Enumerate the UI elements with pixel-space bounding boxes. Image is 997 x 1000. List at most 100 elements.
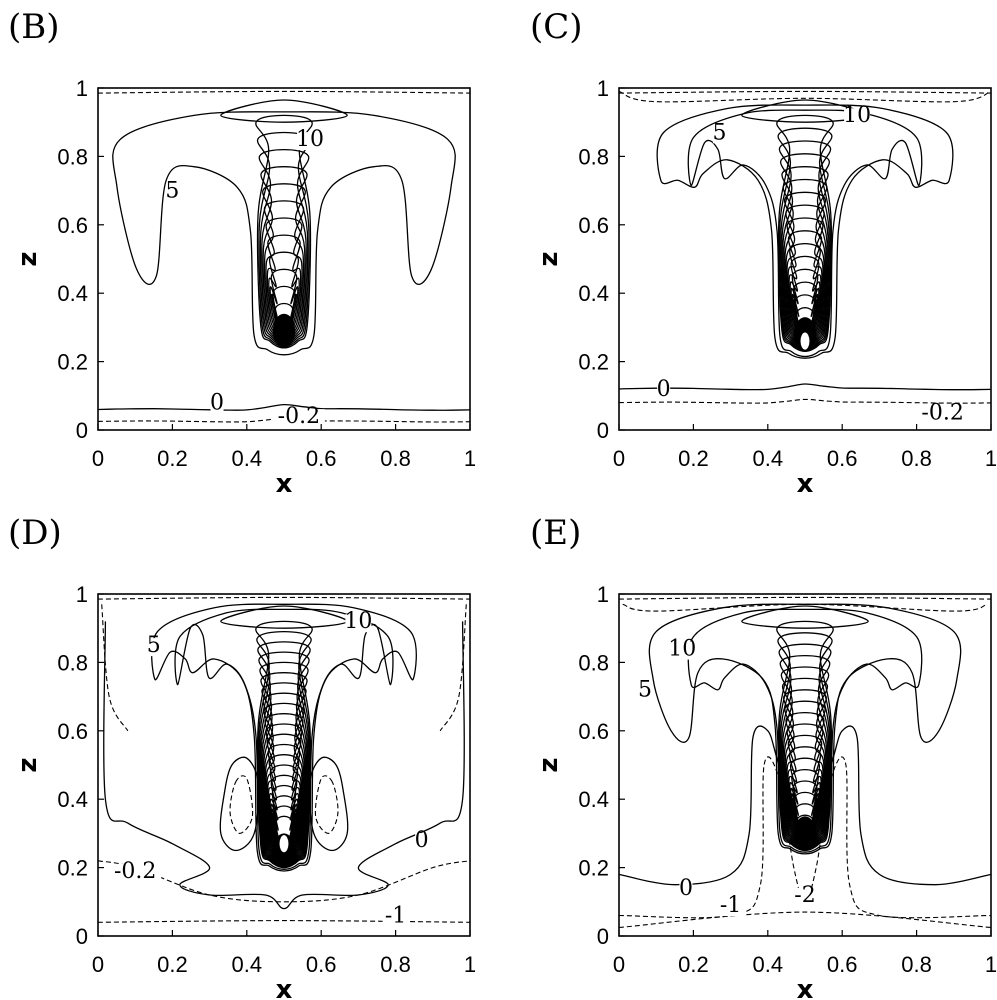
contour-line bbox=[97, 403, 471, 411]
contour-line bbox=[219, 756, 260, 852]
contour-label-bg bbox=[669, 641, 696, 660]
y-tick-label: 0 bbox=[597, 924, 609, 949]
contour-label-bg bbox=[844, 108, 871, 127]
contour-label: 0 bbox=[657, 377, 671, 402]
contour-line bbox=[780, 153, 830, 349]
contour-label: -0.2 bbox=[921, 401, 963, 426]
contour-line bbox=[778, 140, 832, 350]
y-tick-label: 0.8 bbox=[578, 144, 609, 169]
y-tick-label: 0.8 bbox=[578, 650, 609, 675]
panel-label: (B) bbox=[8, 7, 60, 47]
contour-label: 5 bbox=[147, 633, 161, 658]
x-tick-label: 0.4 bbox=[753, 446, 784, 471]
contour-line bbox=[622, 603, 988, 612]
y-tick-label: 0.6 bbox=[578, 213, 609, 238]
contour-line bbox=[97, 90, 471, 94]
contour-line bbox=[782, 178, 828, 347]
y-tick-label: 1 bbox=[76, 76, 88, 101]
plume-core-hole bbox=[279, 835, 289, 853]
plume-core bbox=[272, 313, 296, 348]
contour-label: -1 bbox=[720, 893, 741, 918]
contour-line bbox=[618, 596, 992, 600]
contour-line bbox=[618, 90, 992, 94]
contour-line bbox=[741, 605, 869, 629]
x-axis-label: x bbox=[276, 975, 293, 1000]
y-tick-label: 0.6 bbox=[57, 719, 88, 744]
contour-line bbox=[97, 596, 471, 600]
x-tick-label: 0.6 bbox=[827, 952, 858, 977]
x-axis-label: x bbox=[276, 469, 293, 499]
contour-line bbox=[439, 604, 467, 732]
contour-label-bg bbox=[717, 898, 744, 917]
contour-line bbox=[258, 148, 310, 346]
contour-label-bg bbox=[297, 132, 324, 151]
y-tick-label: 0.4 bbox=[578, 281, 609, 306]
contour-line bbox=[776, 114, 834, 352]
contour-line bbox=[780, 666, 830, 848]
contour-line bbox=[308, 756, 349, 852]
x-tick-label: 0.8 bbox=[901, 952, 932, 977]
x-tick-label: 0 bbox=[92, 446, 104, 471]
contour-line bbox=[258, 651, 310, 866]
contour-label-bg bbox=[415, 833, 429, 852]
contour-line bbox=[262, 692, 306, 863]
contour-lines bbox=[618, 90, 992, 404]
contour-label-bg bbox=[345, 614, 372, 633]
x-tick-label: 1 bbox=[464, 952, 476, 977]
y-tick-label: 0.8 bbox=[57, 650, 88, 675]
y-tick-label: 0.2 bbox=[578, 350, 609, 375]
x-tick-label: 1 bbox=[464, 446, 476, 471]
contour-line bbox=[257, 641, 311, 867]
contour-line bbox=[97, 860, 471, 903]
contour-label-bg bbox=[165, 183, 179, 202]
contour-lines bbox=[97, 596, 471, 923]
contour-label-bg bbox=[272, 409, 325, 428]
contour-label: -0.2 bbox=[278, 404, 320, 429]
x-tick-label: 0 bbox=[613, 952, 625, 977]
contour-line bbox=[314, 775, 339, 834]
contour-line bbox=[618, 90, 992, 103]
contour-line bbox=[112, 111, 456, 356]
y-tick-label: 0.2 bbox=[57, 350, 88, 375]
contour-label: 10 bbox=[344, 609, 372, 634]
contour-label-bg bbox=[109, 863, 162, 882]
panel-label: (D) bbox=[8, 513, 62, 553]
x-tick-label: 0.4 bbox=[753, 952, 784, 977]
contour-line bbox=[687, 608, 923, 853]
y-tick-label: 1 bbox=[597, 582, 609, 607]
contour-line bbox=[261, 682, 307, 864]
contour-line bbox=[781, 166, 829, 348]
contour-label: 10 bbox=[668, 637, 696, 662]
y-tick-label: 0.4 bbox=[57, 281, 88, 306]
plume-core-hole bbox=[800, 332, 810, 350]
x-tick-label: 0.6 bbox=[827, 446, 858, 471]
x-tick-label: 1 bbox=[985, 952, 997, 977]
x-tick-label: 0.6 bbox=[306, 952, 337, 977]
y-axis-label: z bbox=[13, 757, 43, 772]
contour-line bbox=[618, 725, 992, 886]
contour-line bbox=[262, 183, 306, 343]
contour-label-bg bbox=[679, 880, 693, 899]
y-tick-label: 0 bbox=[76, 418, 88, 443]
contour-line bbox=[151, 603, 417, 872]
panel-label: (E) bbox=[530, 513, 581, 553]
x-tick-label: 0.8 bbox=[380, 952, 411, 977]
contour-line bbox=[618, 383, 992, 391]
contour-label: 5 bbox=[638, 678, 652, 703]
contour-label: 0 bbox=[210, 390, 224, 415]
y-axis-label: z bbox=[13, 251, 43, 266]
contour-label-bg bbox=[712, 125, 726, 144]
contour-label-bg bbox=[147, 638, 161, 657]
contour-label-bg bbox=[916, 405, 969, 424]
y-tick-label: 0.8 bbox=[57, 144, 88, 169]
x-tick-label: 0.2 bbox=[678, 952, 709, 977]
contour-line bbox=[778, 643, 832, 850]
x-tick-label: 0 bbox=[92, 952, 104, 977]
contour-line bbox=[777, 632, 833, 851]
contour-label: 5 bbox=[165, 178, 179, 203]
x-tick-label: 0.2 bbox=[157, 952, 188, 977]
x-axis-label: x bbox=[797, 975, 814, 1000]
